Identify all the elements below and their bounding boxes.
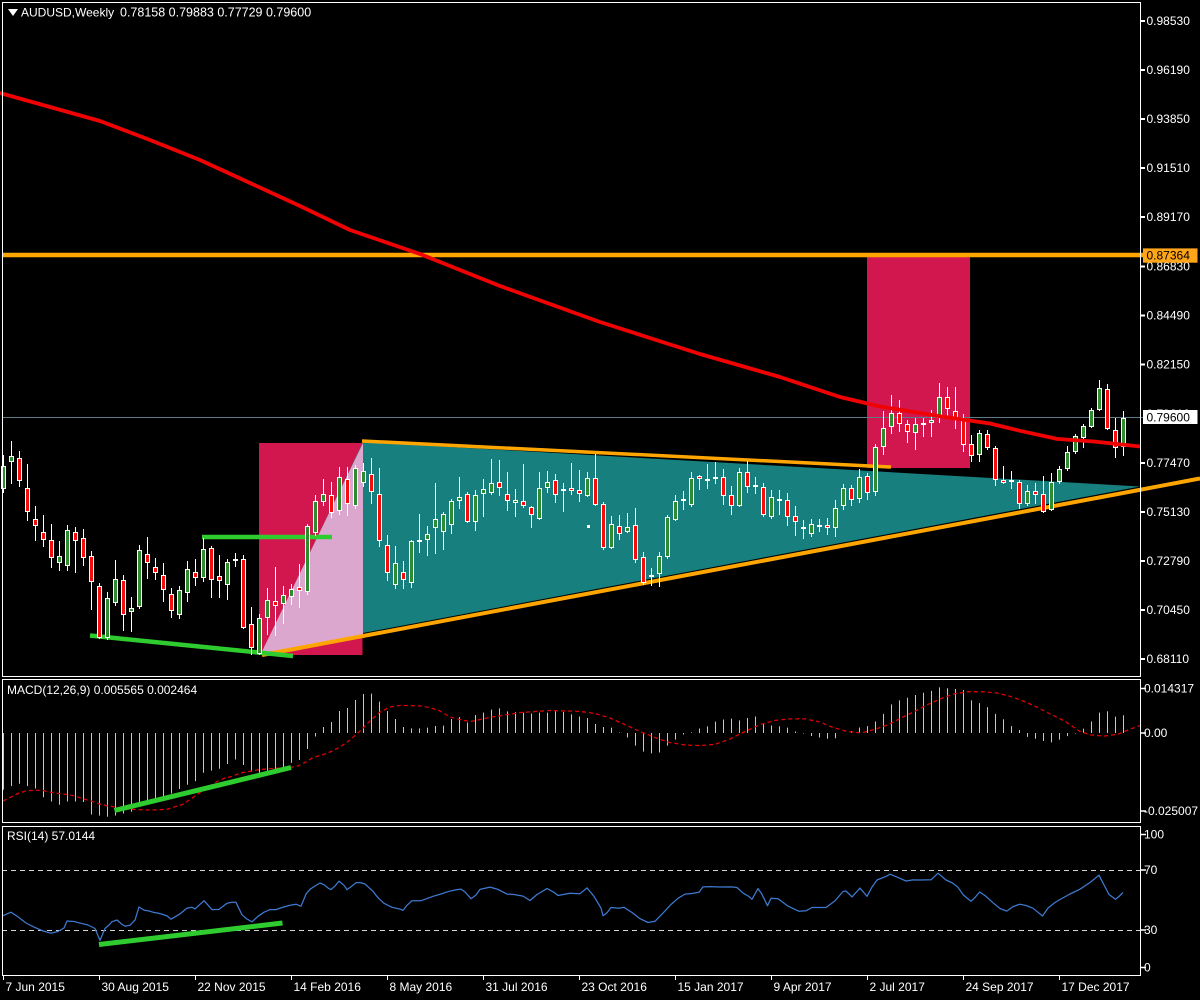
svg-text:100: 100	[1144, 828, 1164, 842]
svg-text:0.91510: 0.91510	[1147, 161, 1191, 175]
svg-text:9 Apr 2017: 9 Apr 2017	[774, 980, 832, 994]
svg-text:MACD(12,26,9) 0.005565 0.00246: MACD(12,26,9) 0.005565 0.002464	[7, 683, 197, 697]
svg-text:0.86830: 0.86830	[1147, 260, 1191, 274]
svg-text:0.79600: 0.79600	[1147, 410, 1191, 424]
svg-text:22 Nov 2015: 22 Nov 2015	[198, 980, 266, 994]
svg-text:0.93850: 0.93850	[1147, 112, 1191, 126]
svg-text:0.98530: 0.98530	[1147, 14, 1191, 28]
svg-text:0.77470: 0.77470	[1147, 456, 1191, 470]
svg-text:0.96190: 0.96190	[1147, 63, 1191, 77]
svg-text:0.87364: 0.87364	[1147, 249, 1191, 263]
svg-text:23 Oct 2016: 23 Oct 2016	[582, 980, 648, 994]
svg-text:24 Sep 2017: 24 Sep 2017	[966, 980, 1034, 994]
svg-text:0.68110: 0.68110	[1147, 652, 1190, 666]
svg-text:31 Jul 2016: 31 Jul 2016	[486, 980, 548, 994]
svg-text:0.72790: 0.72790	[1147, 554, 1191, 568]
svg-text:0.70450: 0.70450	[1147, 603, 1191, 617]
svg-text:7 Jun 2015: 7 Jun 2015	[6, 980, 66, 994]
svg-text:0.014317: 0.014317	[1144, 682, 1194, 696]
svg-text:17 Dec 2017: 17 Dec 2017	[1062, 980, 1130, 994]
svg-text:0.89170: 0.89170	[1147, 210, 1191, 224]
svg-text:70: 70	[1144, 863, 1158, 877]
svg-text:30 Aug 2015: 30 Aug 2015	[102, 980, 170, 994]
svg-text:2 Jul 2017: 2 Jul 2017	[870, 980, 926, 994]
svg-text:-0.025007: -0.025007	[1144, 804, 1198, 818]
svg-text:14 Feb 2016: 14 Feb 2016	[294, 980, 362, 994]
svg-text:RSI(14) 57.0144: RSI(14) 57.0144	[7, 829, 95, 843]
svg-text:AUDUSD,Weekly: AUDUSD,Weekly	[21, 6, 114, 20]
svg-text:0.78158 0.79883 0.77729 0.7960: 0.78158 0.79883 0.77729 0.79600	[120, 6, 311, 20]
svg-text:0.75130: 0.75130	[1147, 505, 1191, 519]
svg-text:30: 30	[1144, 923, 1158, 937]
svg-text:0.00: 0.00	[1144, 726, 1168, 740]
svg-text:15 Jan 2017: 15 Jan 2017	[678, 980, 744, 994]
svg-text:8 May 2016: 8 May 2016	[390, 980, 453, 994]
svg-text:0: 0	[1144, 961, 1151, 975]
svg-text:0.82150: 0.82150	[1147, 358, 1191, 372]
svg-text:0.84490: 0.84490	[1147, 309, 1191, 323]
